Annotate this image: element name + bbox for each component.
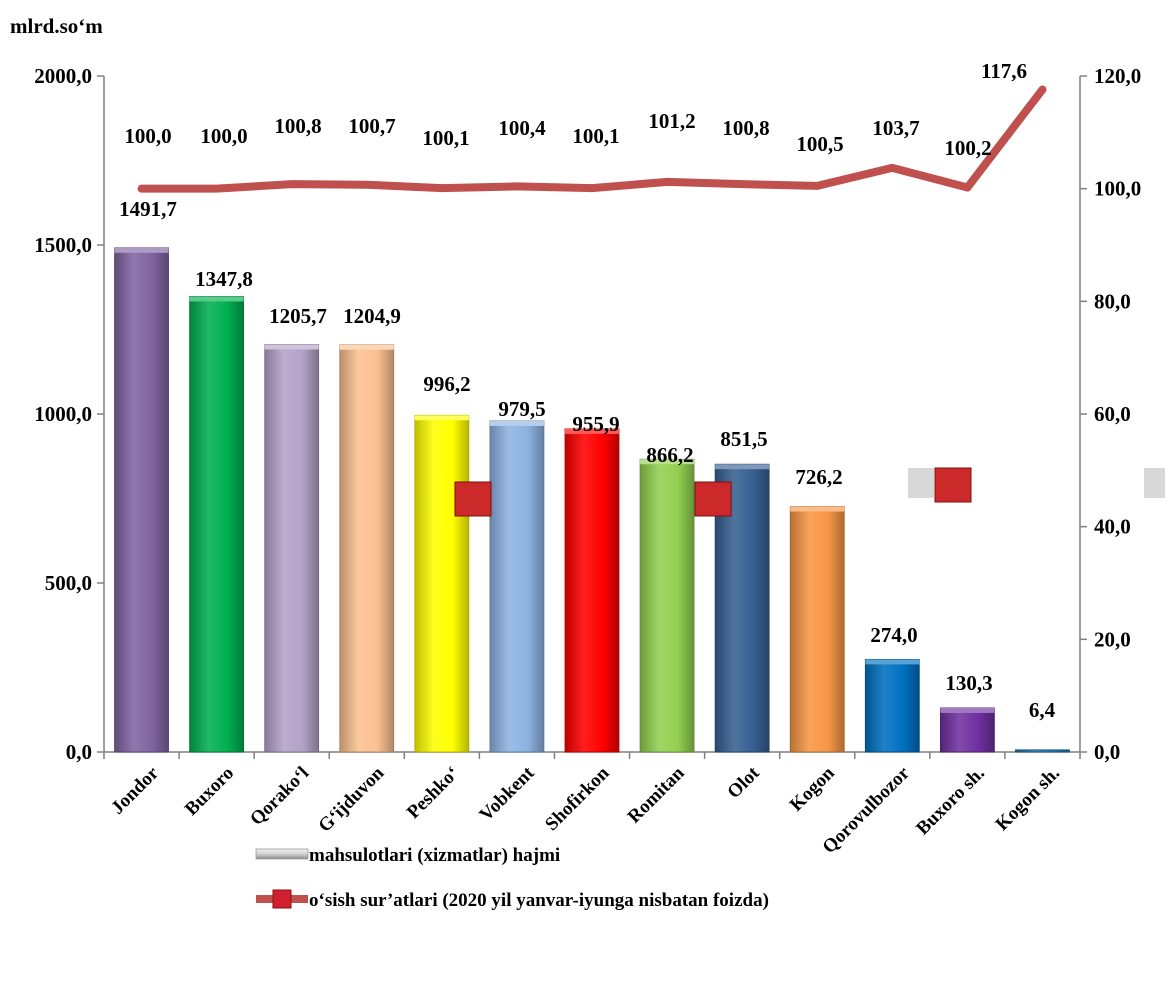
legend: mahsulotlari (xizmatlar) hajmi o‘sish su…: [255, 845, 769, 911]
bar-top-highlight: [114, 247, 169, 253]
left-tick-label: 1500,0: [34, 233, 92, 257]
line-value-label: 103,7: [872, 116, 919, 140]
category-label: Romitan: [624, 762, 689, 827]
category-label: Buxoro sh.: [912, 763, 989, 840]
line-value-label: 100,5: [796, 132, 843, 156]
legend-key-artifact: [908, 468, 934, 498]
category-label: Buxoro: [181, 763, 238, 820]
line-value-label: 100,8: [722, 116, 769, 140]
category-label: Olot: [723, 762, 764, 803]
bar-value-label: 996,2: [423, 372, 470, 396]
line-value-label: 100,8: [274, 114, 321, 138]
bar: [264, 344, 320, 753]
y-axis-unit-label: mlrd.so‘m: [10, 14, 103, 38]
bar: [864, 658, 920, 753]
bar-value-label: 1347,8: [195, 267, 253, 291]
category-label: G‘ijduvon: [314, 762, 388, 836]
bar-top-highlight: [414, 415, 469, 421]
line-marker: [694, 481, 732, 517]
category-label: Vobkent: [476, 762, 539, 825]
bar-top-highlight: [489, 420, 544, 426]
bar: [789, 506, 845, 753]
category-label: Peshko‘: [403, 763, 463, 823]
line-value-label: 117,6: [981, 59, 1027, 83]
right-tick-label: 120,0: [1094, 64, 1141, 88]
bar-value-label: 274,0: [870, 623, 917, 647]
data-labels: 1491,7 1347,8 1205,7 1204,9 996,2 979,5 955,9 8…: [119, 59, 1056, 722]
growth-line-path: [137, 85, 1047, 193]
line-value-label: 100,2: [944, 136, 991, 160]
bar-value-label: 1204,9: [343, 304, 401, 328]
legend-bar-swatch: [255, 848, 309, 860]
line-value-label: 100,1: [422, 126, 469, 150]
category-label: Shofirkon: [541, 762, 614, 835]
right-tick-label: 100,0: [1094, 177, 1141, 201]
right-tick-label: 40,0: [1094, 515, 1131, 539]
bar: [639, 458, 695, 753]
line-value-label: 101,2: [648, 109, 695, 133]
right-tick-label: 60,0: [1094, 402, 1131, 426]
bar-value-label: 130,3: [945, 671, 992, 695]
bar-top-highlight: [790, 506, 845, 512]
left-tick-label: 500,0: [45, 571, 92, 595]
bar-value-label: 1205,7: [269, 304, 327, 328]
category-label: Kogon: [786, 762, 839, 815]
category-label: Jondor: [107, 762, 163, 818]
bar-value-label: 851,5: [720, 427, 767, 451]
left-tick-label: 1000,0: [34, 402, 92, 426]
category-label: Qorako‘l: [246, 763, 313, 830]
line-value-label: 100,7: [348, 114, 395, 138]
legend-key-artifact: [1144, 468, 1165, 498]
bar: [189, 296, 245, 753]
bar-top-highlight: [189, 296, 244, 302]
legend-bar-label: mahsulotlari (xizmatlar) hajmi: [309, 845, 560, 866]
bar-value-label: 6,4: [1029, 698, 1056, 722]
bar-top-highlight: [940, 707, 995, 713]
legend-line-marker: [272, 889, 292, 909]
line-value-label: 100,0: [200, 124, 247, 148]
bars: [114, 247, 1070, 753]
right-tick-label: 80,0: [1094, 289, 1131, 313]
legend-line-label: o‘sish sur’atlari (2020 yil yanvar-iyung…: [309, 890, 769, 911]
bar-top-highlight: [264, 344, 319, 350]
bar-value-label: 955,9: [572, 412, 619, 436]
bar-top-highlight: [565, 428, 619, 434]
bar-value-label: 866,2: [646, 443, 693, 467]
bar: [339, 344, 395, 753]
bar-value-label: 979,5: [498, 397, 545, 421]
right-tick-label: 0,0: [1094, 740, 1120, 764]
bar: [114, 247, 169, 753]
bar-top-highlight: [640, 459, 695, 465]
bar: [1015, 749, 1070, 753]
left-tick-label: 2000,0: [34, 64, 92, 88]
line-marker: [934, 467, 972, 503]
line-value-label: 100,4: [498, 116, 546, 140]
bar: [489, 420, 545, 753]
left-tick-label: 0,0: [66, 740, 92, 764]
bar: [414, 414, 470, 753]
category-label: Kogon sh.: [992, 763, 1064, 835]
line-marker: [454, 481, 492, 517]
bar-top-highlight: [339, 344, 394, 350]
line-value-label: 100,1: [572, 124, 619, 148]
bar-top-highlight: [715, 464, 770, 470]
bar: [939, 707, 995, 753]
bar-top-highlight: [865, 659, 920, 665]
right-tick-label: 20,0: [1094, 627, 1131, 651]
growth-line: [137, 85, 1165, 517]
bar-value-label: 726,2: [795, 465, 842, 489]
bar-value-label: 1491,7: [119, 197, 177, 221]
line-value-label: 100,0: [124, 124, 171, 148]
bar: [564, 428, 620, 753]
